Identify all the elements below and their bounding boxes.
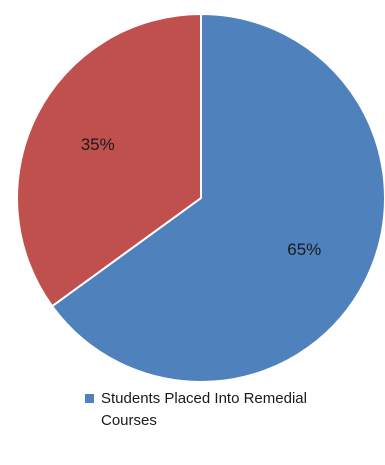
- pie-slice-35pct: [16, 12, 202, 308]
- slice-label-35pct: 35%: [81, 135, 115, 154]
- pie-chart: 65% 35%: [16, 12, 385, 383]
- legend-swatch-remedial: [85, 394, 94, 403]
- legend-label-remedial: Students Placed Into Remedial Courses: [101, 390, 307, 429]
- slice-label-65pct: 65%: [287, 240, 321, 259]
- legend: Students Placed Into Remedial Courses: [85, 388, 365, 432]
- pie-slice-65pct: [50, 12, 385, 383]
